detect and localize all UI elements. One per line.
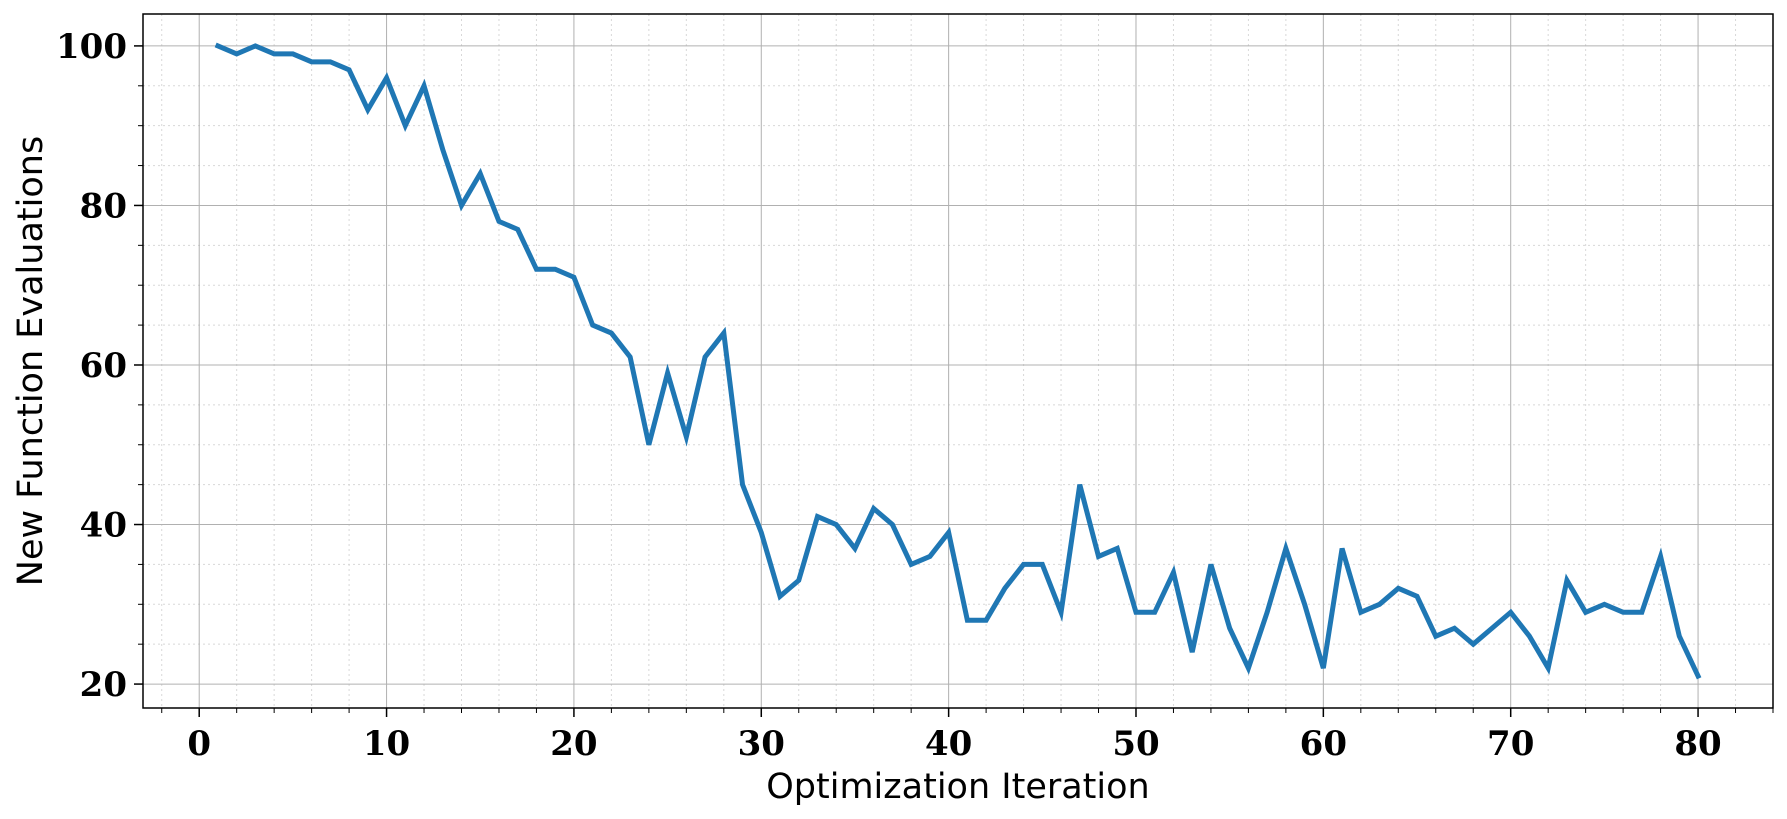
x-tick-label: 50	[1112, 724, 1159, 764]
y-tick-label: 80	[80, 186, 127, 226]
series-line-1	[214, 42, 1702, 680]
x-tick-label: 80	[1674, 724, 1721, 764]
y-tick-label: 20	[80, 665, 127, 705]
y-tick-label: 100	[56, 27, 127, 67]
major-grid	[143, 14, 1773, 708]
x-axis-title: Optimization Iteration	[766, 767, 1149, 807]
x-tick-label: 60	[1300, 724, 1347, 764]
y-axis-title: New Function Evaluations	[11, 136, 51, 586]
y-tick-label: 60	[80, 346, 127, 386]
x-tick-label: 40	[925, 724, 972, 764]
axis-ticks	[134, 45, 1774, 717]
x-tick-label: 70	[1487, 724, 1534, 764]
x-tick-label: 0	[187, 724, 211, 764]
series-layer	[214, 42, 1702, 680]
x-tick-label: 10	[363, 724, 410, 764]
x-tick-label: 30	[738, 724, 785, 764]
tick-labels: 0 10 20 30 40 50 60 70 80 20 40 60 80 100	[56, 27, 1722, 764]
x-tick-label: 20	[550, 724, 597, 764]
plot-frame	[142, 13, 1774, 709]
minor-grid	[143, 14, 1774, 708]
y-tick-label: 40	[80, 506, 127, 546]
